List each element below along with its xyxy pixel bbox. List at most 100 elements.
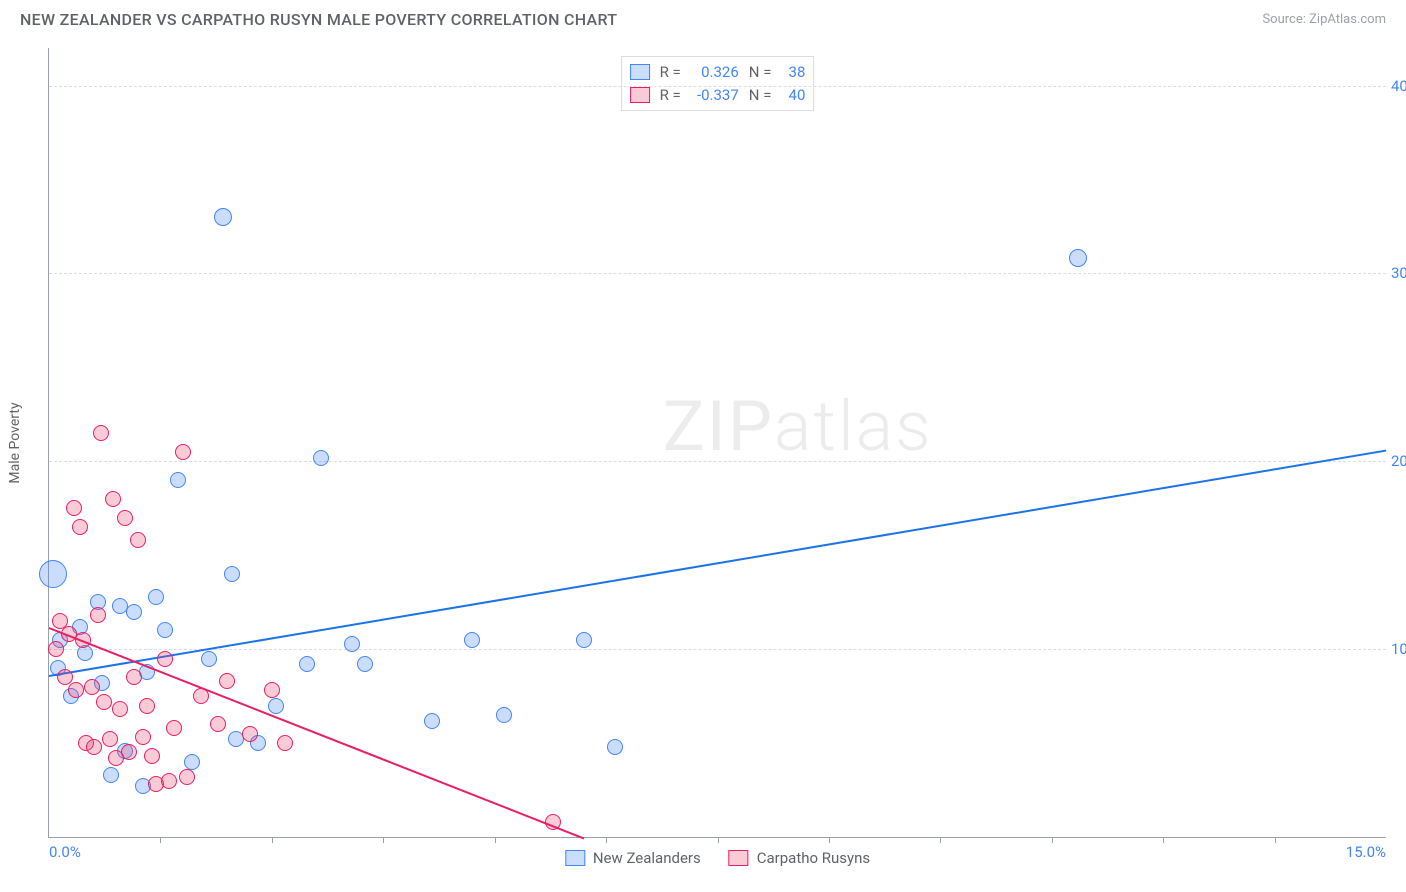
scatter-point bbox=[344, 636, 360, 652]
x-tick-mark bbox=[383, 837, 384, 843]
scatter-point bbox=[112, 701, 128, 717]
scatter-point bbox=[157, 622, 173, 638]
header: NEW ZEALANDER VS CARPATHO RUSYN MALE POV… bbox=[0, 0, 1406, 35]
stat-row-series1: R = 0.326 N = 38 bbox=[630, 61, 806, 84]
y-tick-label: 30.0% bbox=[1391, 264, 1406, 282]
scatter-point bbox=[268, 698, 284, 714]
scatter-point bbox=[607, 739, 623, 755]
scatter-point bbox=[264, 682, 280, 698]
scatter-point bbox=[144, 748, 160, 764]
scatter-point bbox=[357, 656, 373, 672]
chart-title: NEW ZEALANDER VS CARPATHO RUSYN MALE POV… bbox=[20, 10, 617, 29]
source: Source: ZipAtlas.com bbox=[1262, 12, 1386, 27]
scatter-point bbox=[175, 444, 191, 460]
chart-plot-area: Male Poverty ZIPatlas R = 0.326 N = 38 R… bbox=[48, 48, 1386, 838]
legend-label-1: New Zealanders bbox=[593, 849, 701, 867]
x-tick-label: 15.0% bbox=[1346, 843, 1386, 861]
scatter-point bbox=[135, 729, 151, 745]
legend-swatch-1 bbox=[565, 850, 585, 866]
x-tick-label: 0.0% bbox=[49, 843, 81, 861]
scatter-point bbox=[96, 694, 112, 710]
scatter-point bbox=[464, 632, 480, 648]
scatter-point bbox=[84, 679, 100, 695]
scatter-point bbox=[90, 607, 106, 623]
swatch-series1 bbox=[630, 64, 650, 80]
gridline-h bbox=[49, 461, 1386, 462]
legend-item-2: Carpatho Rusyns bbox=[729, 849, 870, 867]
watermark-thin: atlas bbox=[774, 386, 933, 468]
x-tick-mark bbox=[160, 837, 161, 843]
scatter-point bbox=[103, 767, 119, 783]
watermark: ZIPatlas bbox=[663, 386, 933, 468]
scatter-point bbox=[166, 720, 182, 736]
r-value-1: 0.326 bbox=[687, 61, 739, 84]
scatter-point bbox=[313, 450, 329, 466]
swatch-series2 bbox=[630, 87, 650, 103]
scatter-point bbox=[105, 491, 121, 507]
scatter-point bbox=[1069, 249, 1087, 267]
legend-label-2: Carpatho Rusyns bbox=[757, 849, 870, 867]
scatter-point bbox=[184, 754, 200, 770]
watermark-bold: ZIP bbox=[663, 386, 774, 468]
scatter-point bbox=[93, 425, 109, 441]
scatter-point bbox=[117, 510, 133, 526]
x-tick-mark bbox=[1163, 837, 1164, 843]
gridline-h bbox=[49, 86, 1386, 87]
scatter-point bbox=[139, 698, 155, 714]
correlation-stats-box: R = 0.326 N = 38 R = -0.337 N = 40 bbox=[621, 56, 815, 111]
scatter-point bbox=[102, 731, 118, 747]
scatter-point bbox=[277, 735, 293, 751]
scatter-point bbox=[148, 589, 164, 605]
source-name: ZipAtlas.com bbox=[1309, 12, 1386, 27]
n-label: N = bbox=[749, 61, 772, 84]
scatter-point bbox=[126, 604, 142, 620]
n-label: N = bbox=[749, 84, 772, 107]
scatter-point bbox=[299, 656, 315, 672]
x-tick-mark bbox=[1052, 837, 1053, 843]
n-value-2: 40 bbox=[777, 84, 805, 107]
scatter-point bbox=[242, 726, 258, 742]
x-tick-mark bbox=[718, 837, 719, 843]
x-tick-mark bbox=[272, 837, 273, 843]
scatter-point bbox=[157, 651, 173, 667]
scatter-point bbox=[210, 716, 226, 732]
stat-row-series2: R = -0.337 N = 40 bbox=[630, 84, 806, 107]
scatter-point bbox=[130, 532, 146, 548]
scatter-point bbox=[126, 669, 142, 685]
y-tick-label: 20.0% bbox=[1391, 452, 1406, 470]
x-tick-mark bbox=[606, 837, 607, 843]
scatter-point bbox=[201, 651, 217, 667]
trend-line bbox=[49, 450, 1386, 677]
scatter-point bbox=[66, 500, 82, 516]
x-tick-mark bbox=[829, 837, 830, 843]
x-tick-mark bbox=[495, 837, 496, 843]
scatter-point bbox=[224, 566, 240, 582]
r-label: R = bbox=[660, 84, 681, 107]
x-tick-mark bbox=[940, 837, 941, 843]
r-label: R = bbox=[660, 61, 681, 84]
scatter-point bbox=[424, 713, 440, 729]
scatter-point bbox=[219, 673, 235, 689]
scatter-point bbox=[179, 769, 195, 785]
scatter-point bbox=[576, 632, 592, 648]
legend-swatch-2 bbox=[729, 850, 749, 866]
scatter-point bbox=[39, 560, 67, 588]
bottom-legend: New Zealanders Carpatho Rusyns bbox=[565, 849, 870, 867]
x-tick-mark bbox=[1275, 837, 1276, 843]
gridline-h bbox=[49, 273, 1386, 274]
scatter-point bbox=[496, 707, 512, 723]
scatter-point bbox=[72, 519, 88, 535]
scatter-point bbox=[48, 641, 64, 657]
scatter-point bbox=[170, 472, 186, 488]
scatter-point bbox=[86, 739, 102, 755]
trend-line bbox=[49, 627, 585, 839]
scatter-point bbox=[214, 208, 232, 226]
scatter-point bbox=[68, 682, 84, 698]
y-tick-label: 40.0% bbox=[1391, 77, 1406, 95]
gridline-h bbox=[49, 649, 1386, 650]
scatter-point bbox=[161, 773, 177, 789]
r-value-2: -0.337 bbox=[687, 84, 739, 107]
legend-item-1: New Zealanders bbox=[565, 849, 701, 867]
source-label: Source: bbox=[1262, 12, 1305, 27]
n-value-1: 38 bbox=[777, 61, 805, 84]
